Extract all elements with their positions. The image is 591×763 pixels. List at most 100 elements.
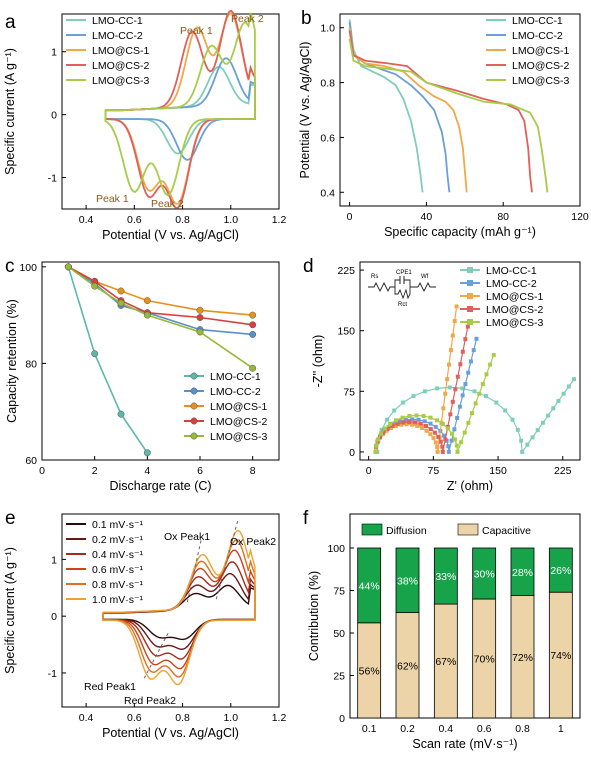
nyquist-point <box>459 440 464 445</box>
y-tick-label: 1 <box>51 47 57 59</box>
inset-label-rs: Rs <box>371 274 378 280</box>
nyquist-point <box>484 372 489 377</box>
legend-marker <box>190 372 198 380</box>
nyquist-point <box>449 431 454 436</box>
nyquist-point <box>454 304 459 309</box>
legend-label: LMO@CS-1 <box>512 45 569 57</box>
nyquist-point <box>447 385 452 390</box>
nyquist-point <box>436 434 441 439</box>
nyquist-point <box>379 427 384 432</box>
nyquist-point <box>410 417 415 422</box>
annotation-red-peak1: Red Peak1 <box>84 681 136 693</box>
legend-marker <box>190 432 198 440</box>
retention-point <box>249 321 257 329</box>
x-axis-label: Z' (ohm) <box>447 479 493 493</box>
nyquist-point <box>404 422 409 427</box>
discharge-curve-LMO-CC-1 <box>348 19 424 193</box>
y-tick-label: 50 <box>333 628 345 640</box>
nyquist-point <box>386 424 391 429</box>
x-tick-label: 0.4 <box>79 712 94 724</box>
retention-point <box>196 314 204 321</box>
legend: LMO-CC-1 LMO-CC-2 LMO@CS-1 LMO@CS-2 LMO@CS-3 <box>486 15 569 87</box>
bar-diffusion <box>548 547 573 593</box>
bar-label-diffusion: 44% <box>359 580 380 592</box>
y-tick-label: 0.8 <box>320 78 335 90</box>
x-tick-label: 0 <box>366 465 372 477</box>
panel-d: 0 75 150 225 0 75 150 225 Z' (ohm) -Z'' (ohm) LMO-… <box>311 261 581 493</box>
y-tick-label: 75 <box>333 586 345 598</box>
nyquist-point <box>566 384 571 389</box>
x-tick-label: 1.0 <box>223 214 238 226</box>
y-tick-label: 25 <box>333 671 345 683</box>
legend-label: LMO@CS-1 <box>210 401 267 413</box>
legend-marker <box>467 306 473 312</box>
x-tick-label: 150 <box>489 465 507 477</box>
nyquist-point <box>474 336 479 341</box>
nyquist-point <box>551 406 556 411</box>
x-tick-label: 75 <box>427 465 439 477</box>
nyquist-point <box>435 386 440 391</box>
nyquist-point <box>418 421 423 426</box>
x-tick-label: 0.8 <box>515 723 530 735</box>
nyquist-point <box>373 449 378 454</box>
x-tick-label: 1 <box>558 723 564 735</box>
nyquist-point <box>540 420 545 425</box>
ox2-shift-guide <box>215 519 239 600</box>
nyquist-point <box>443 391 448 396</box>
nyquist-point <box>432 430 437 435</box>
legend-label: LMO-CC-1 <box>486 265 537 277</box>
panel-b: 0 40 80 120 0.4 0.6 0.8 1.0 Specific capacity (m… <box>298 13 589 239</box>
plot-frame <box>349 513 581 719</box>
legend-marker <box>467 280 473 286</box>
nyquist-point <box>424 423 428 428</box>
retention-point <box>117 287 125 295</box>
inset-label-wf: Wf <box>421 274 429 280</box>
nyquist-point <box>428 421 433 426</box>
nyquist-point <box>401 400 406 405</box>
nyquist-point <box>546 413 551 418</box>
plot-frame <box>61 13 280 210</box>
nyquist-point <box>401 420 406 425</box>
nyquist-point <box>466 370 471 375</box>
bar-diffusion <box>357 547 382 624</box>
legend: LMO-CC-1 LMO-CC-2 LMO@CS-1 LMO@CS-2 LMO@CS-3 <box>184 371 267 443</box>
x-tick-label: 0.8 <box>175 712 190 724</box>
nyquist-point <box>455 415 460 420</box>
nyquist-point <box>395 421 400 426</box>
retention-point <box>64 263 72 271</box>
legend-label: LMO@CS-1 <box>486 291 543 303</box>
bar-diffusion <box>395 547 420 613</box>
x-tick-label: 1.2 <box>272 214 287 226</box>
legend-label: 0.4 mV·s⁻¹ <box>92 549 144 561</box>
x-axis-label: Scan rate (mV·s⁻¹) <box>412 737 517 751</box>
nyquist-point <box>409 422 414 427</box>
legend-label: LMO@CS-2 <box>512 60 569 72</box>
nyquist-point <box>503 408 508 413</box>
panel-letter: a <box>5 12 16 33</box>
nyquist-point <box>472 389 477 394</box>
nyquist-point <box>440 421 445 426</box>
nyquist-point <box>466 420 471 425</box>
x-tick-label: 2 <box>92 465 98 477</box>
legend-label: LMO@CS-3 <box>92 75 149 87</box>
y-tick-label: 0 <box>339 713 345 725</box>
nyquist-point <box>452 427 457 432</box>
y-tick-label: 0 <box>51 110 57 122</box>
legend-label: 0.6 mV·s⁻¹ <box>92 564 144 576</box>
nyquist-point <box>400 415 405 420</box>
x-tick-label: 225 <box>554 465 572 477</box>
nyquist-point <box>530 435 535 440</box>
retention-point <box>249 311 257 319</box>
x-axis-label: Discharge rate (C) <box>109 479 211 493</box>
nyquist-point <box>460 393 465 398</box>
legend-label: LMO-CC-2 <box>512 30 563 42</box>
discharge-curve-LMO@CS-2 <box>348 30 533 193</box>
x-axis-label: Potential (V vs. Ag/AgCl) <box>102 228 239 242</box>
bar-diffusion <box>510 547 535 596</box>
legend-label: 0.2 mV·s⁻¹ <box>92 534 144 546</box>
nyquist-point <box>428 415 433 420</box>
y-tick-label: 225 <box>337 265 355 277</box>
nyquist-point <box>399 422 404 427</box>
legend: LMO-CC-1 LMO-CC-2 LMO@CS-1 LMO@CS-2 LMO@CS-3 <box>66 15 149 87</box>
nyquist-point <box>443 437 448 442</box>
